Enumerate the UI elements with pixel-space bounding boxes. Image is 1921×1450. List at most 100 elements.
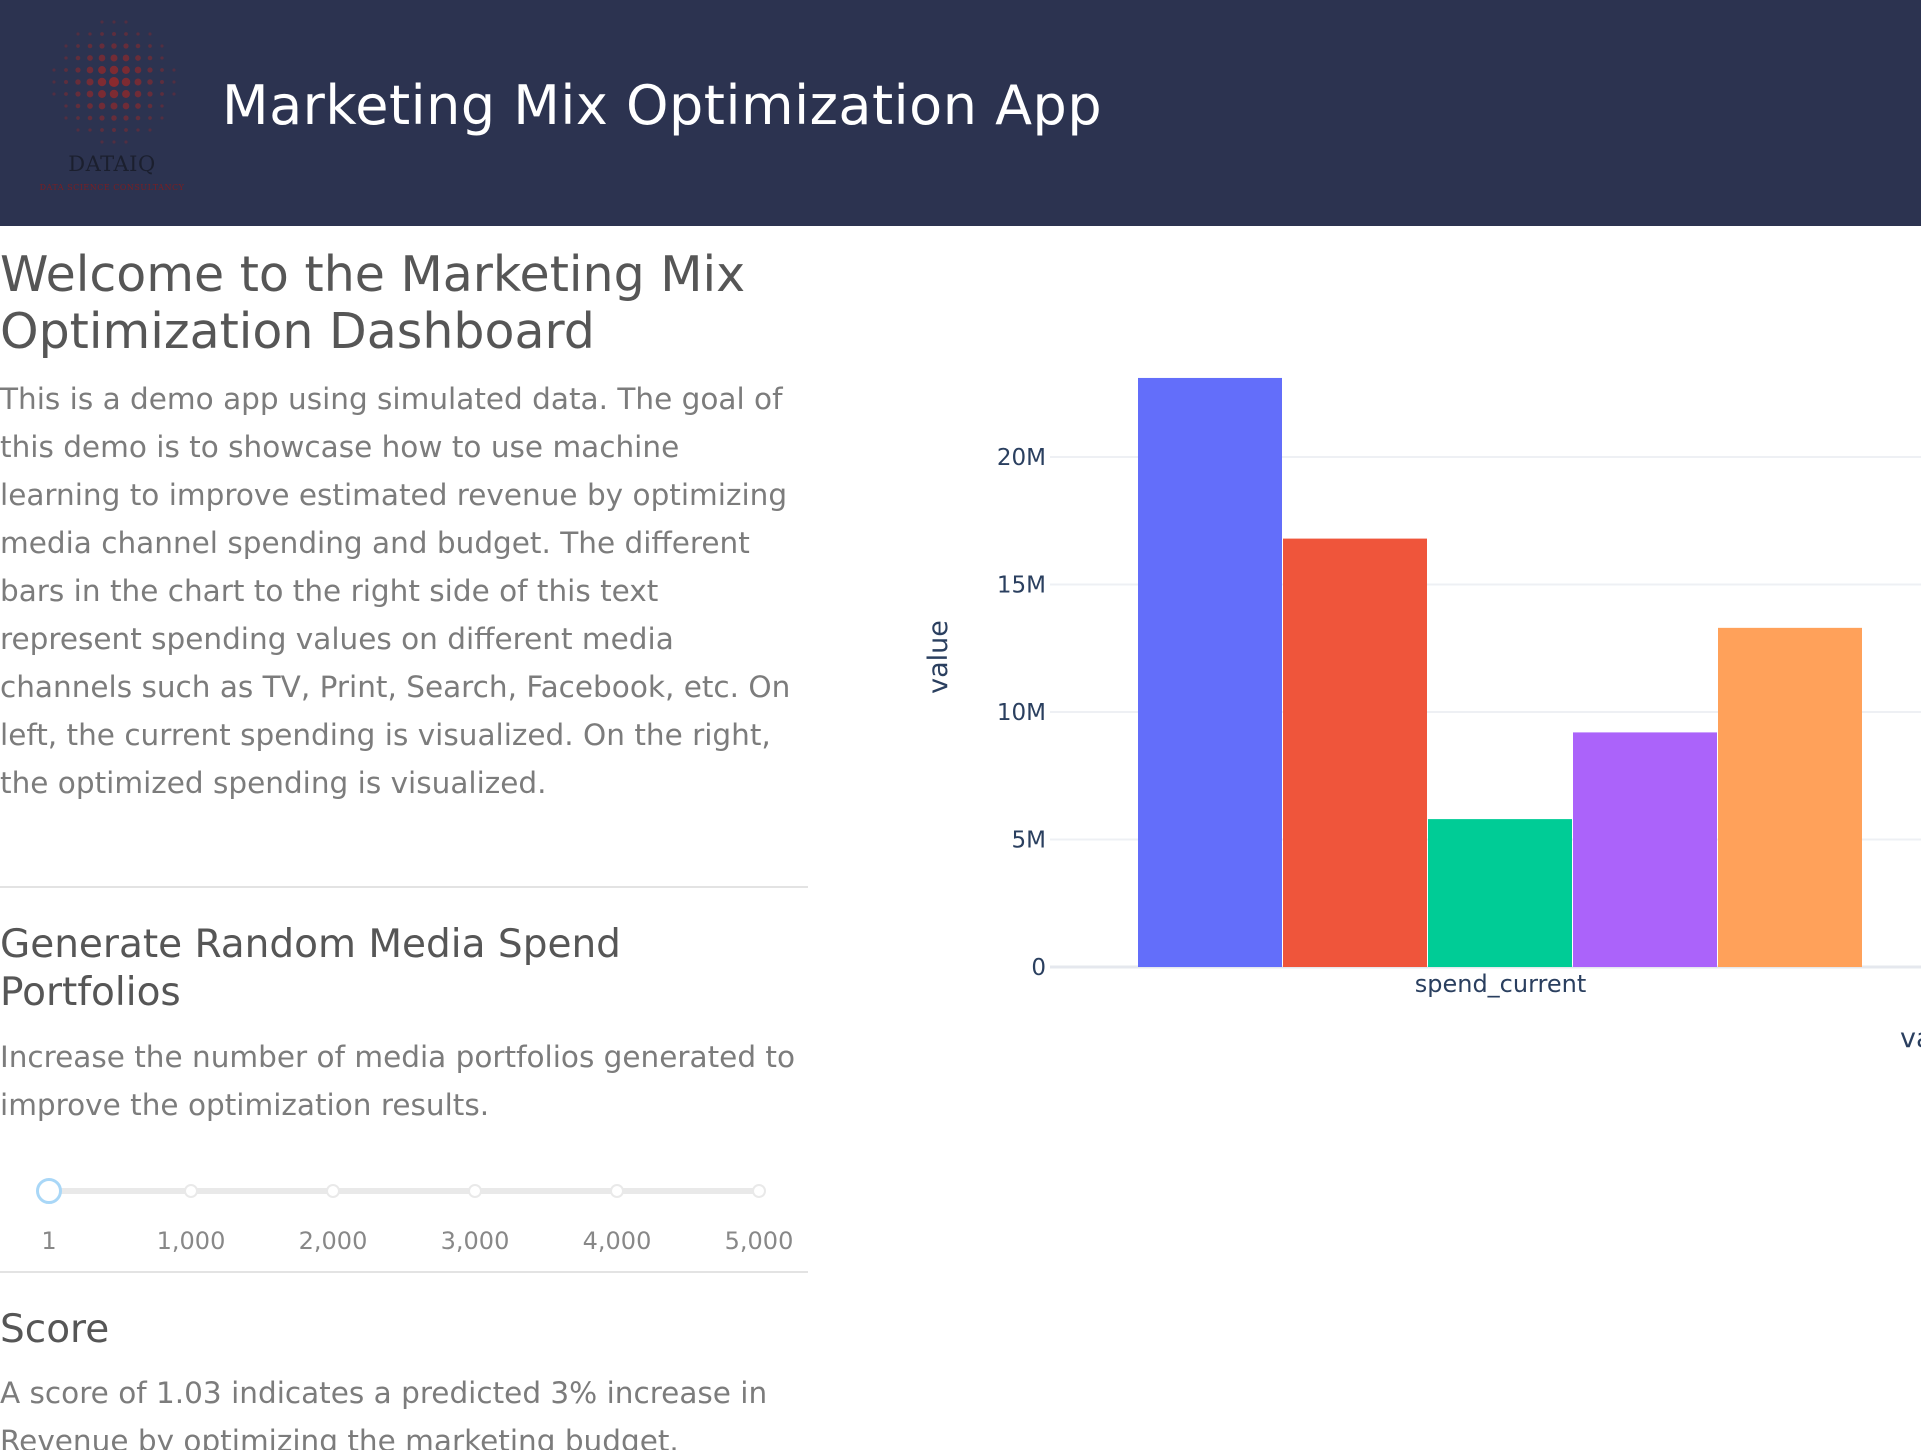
app-title: Marketing Mix Optimization App <box>222 74 1103 137</box>
logo-dot <box>134 78 142 86</box>
logo-dot <box>160 44 164 48</box>
y-tick-label: 15M <box>997 573 1046 599</box>
logo-dot <box>98 54 106 62</box>
logo-dot <box>124 32 128 36</box>
bar[interactable] <box>1138 377 1282 967</box>
logo-dot <box>87 115 93 121</box>
slider-mark-label[interactable]: 5,000 <box>724 1227 794 1255</box>
logo-dot <box>76 128 80 132</box>
logo-dot <box>64 44 68 48</box>
x-tick-label: spend_current <box>1415 970 1587 998</box>
intro-paragraph: This is a demo app using simulated data.… <box>0 382 791 800</box>
logo-dot <box>109 77 119 87</box>
logo-dot <box>135 55 141 61</box>
portfolios-heading: Generate Random Media Spend Portfolios <box>0 922 621 1015</box>
logo-dot <box>124 140 128 144</box>
logo-dot <box>110 54 118 62</box>
logo-dot <box>111 115 117 121</box>
logo-dot <box>148 116 152 120</box>
slider-rail[interactable] <box>48 1188 760 1194</box>
logo-dot <box>135 103 141 109</box>
slider-dot[interactable] <box>184 1184 198 1198</box>
chart-canvas[interactable]: 0 5M 10M 15M 20M spend_current value va <box>900 330 1921 1090</box>
logo-dot <box>112 140 116 144</box>
logo-dot <box>86 78 94 86</box>
logo-dot <box>97 77 107 87</box>
portfolio-count-slider[interactable]: 1 1,000 2,000 3,000 4,000 5,000 <box>0 1152 810 1255</box>
logo-dot <box>112 32 116 36</box>
logo-dot <box>100 32 104 36</box>
score-heading: Score <box>0 1307 110 1352</box>
logo-dot <box>76 32 80 36</box>
section-divider <box>0 886 808 888</box>
slider-dot[interactable] <box>752 1184 766 1198</box>
logo-dot <box>124 128 128 132</box>
logo-dot <box>88 32 92 36</box>
slider-mark-label[interactable]: 2,000 <box>298 1227 368 1255</box>
logo-subtext: DATA SCIENCE CONSULTANCY <box>39 183 185 192</box>
logo-dot <box>99 115 105 121</box>
intro-heading: Welcome to the Marketing Mix Optimizatio… <box>0 246 746 360</box>
logo-dot <box>122 102 130 110</box>
logo-dot <box>112 20 116 24</box>
logo-dot <box>75 79 81 85</box>
logo-dot <box>172 80 176 84</box>
logo-dot <box>172 68 176 72</box>
logo-dot <box>111 43 117 49</box>
logo-dot <box>122 90 130 98</box>
logo-dot <box>64 116 68 120</box>
logo-dot <box>122 54 130 62</box>
logo-dot <box>64 104 68 108</box>
logo-dot <box>147 91 153 97</box>
logo-dot <box>160 68 164 72</box>
dataiq-logo <box>22 12 202 197</box>
slider-dot[interactable] <box>468 1184 482 1198</box>
bar[interactable] <box>1283 538 1427 967</box>
logo-dot <box>110 102 118 110</box>
bar[interactable] <box>1428 819 1572 967</box>
logo-dot <box>99 43 105 49</box>
slider-mark-label[interactable]: 3,000 <box>440 1227 510 1255</box>
app-header: DATAIQ DATA SCIENCE CONSULTANCY Marketin… <box>0 0 1921 226</box>
logo-dot <box>98 102 106 110</box>
logo-dot <box>136 128 140 132</box>
logo-dot <box>147 103 153 109</box>
slider-mark-label[interactable]: 4,000 <box>582 1227 652 1255</box>
slider-mark-label[interactable]: 1 <box>41 1227 57 1255</box>
logo-dot <box>75 103 81 109</box>
logo-dot <box>52 80 56 84</box>
logo-dot <box>75 55 81 61</box>
spend-bar-chart[interactable]: 0 5M 10M 15M 20M spend_current value va <box>900 330 1921 1090</box>
logo-dot <box>87 43 93 49</box>
y-tick-label: 10M <box>997 700 1046 726</box>
slider-handle[interactable] <box>36 1178 62 1204</box>
section-divider <box>0 1271 808 1273</box>
logo-dot <box>148 44 152 48</box>
score-paragraph: A score of 1.03 indicates a predicted 3%… <box>0 1376 768 1450</box>
logo-dot <box>98 66 106 74</box>
logo-dot <box>123 43 129 49</box>
bar[interactable] <box>1718 627 1862 967</box>
y-tick-label: 20M <box>997 445 1046 471</box>
slider-dot[interactable] <box>610 1184 624 1198</box>
logo-dot <box>98 90 106 98</box>
logo-dot <box>75 67 81 73</box>
logo-dot <box>160 92 164 96</box>
logo-dot <box>76 44 80 48</box>
logo-dot <box>121 77 131 87</box>
logo-dot <box>160 116 164 120</box>
logo-dots-graphic <box>52 20 176 144</box>
logo-dot <box>134 90 142 98</box>
logo-dot <box>160 80 164 84</box>
slider-dot[interactable] <box>326 1184 340 1198</box>
logo-dot <box>86 66 94 74</box>
slider-mark-label[interactable]: 1,000 <box>156 1227 226 1255</box>
logo-text: DATAIQ <box>68 152 156 176</box>
y-tick-label: 5M <box>1012 828 1046 854</box>
legend-title: va <box>1900 1023 1921 1054</box>
bar[interactable] <box>1573 732 1717 967</box>
logo-dot <box>112 128 116 132</box>
y-tick-label: 0 <box>1031 955 1046 981</box>
logo-dot <box>160 104 164 108</box>
logo-dot <box>122 66 130 74</box>
